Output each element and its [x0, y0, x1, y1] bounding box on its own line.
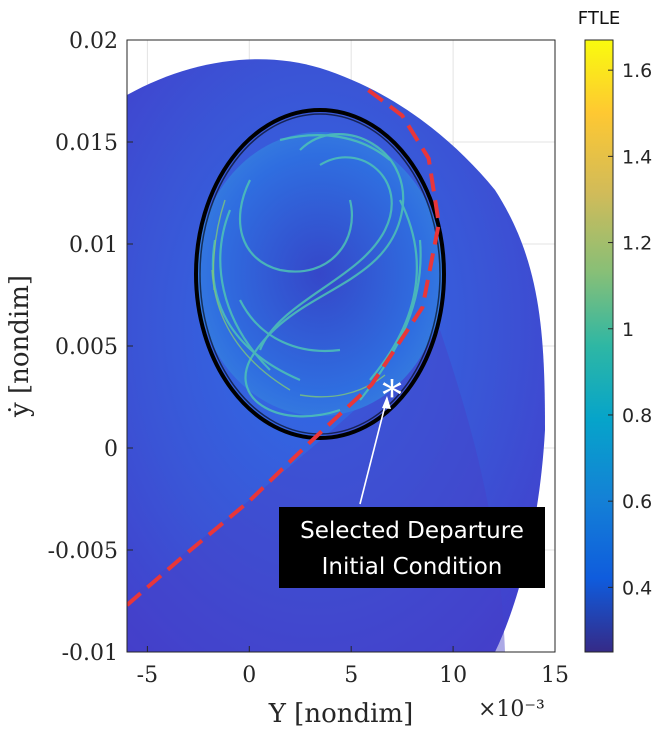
y-tick-label-6: -0.01 [62, 641, 118, 666]
colorbar-ticks: 0.4 0.6 0.8 1 1.2 1.4 1.6 [608, 60, 652, 599]
red-dashed-curve [127, 83, 441, 607]
colorbar-title: FTLE [578, 8, 620, 29]
y-axis-label: ẏ [nondim] [5, 275, 35, 418]
cb-tick-label-1: 0.6 [622, 491, 652, 513]
y-tick-label-4: 0 [104, 437, 118, 462]
ftle-swirl-filaments-bright [211, 199, 386, 398]
ellipse-boundary [194, 108, 446, 440]
cb-tick-label-4: 1.2 [622, 233, 652, 255]
cb-tick-label-0: 0.4 [622, 577, 652, 599]
y-tick-label-0: 0.02 [69, 29, 118, 54]
x-axis-multiplier: ×10⁻³ [478, 697, 545, 722]
x-tick-label-1: 0 [242, 663, 256, 688]
annotation-line1: Selected Departure [300, 518, 524, 544]
colorbar [584, 39, 614, 653]
cb-tick-label-6: 1.6 [622, 60, 652, 82]
y-tick-label-1: 0.015 [55, 131, 118, 156]
x-tick-label-2: 5 [344, 663, 358, 688]
y-tick-label-3: 0.005 [55, 335, 118, 360]
annotation-arrowhead [382, 396, 391, 409]
ftle-island-interior [196, 132, 444, 416]
y-axis-ticks: 0.02 0.015 0.01 0.005 0 -0.005 -0.01 [48, 29, 133, 666]
x-tick-label-4: 15 [541, 663, 569, 688]
selected-point-marker: * [382, 373, 402, 419]
cb-tick-label-5: 1.4 [622, 146, 652, 168]
x-axis-label: Y [nondim] [268, 699, 413, 729]
x-tick-label-0: -5 [137, 663, 158, 688]
cb-tick-label-2: 0.8 [622, 405, 652, 427]
annotation-box [279, 507, 545, 588]
annotation-arrow [359, 397, 388, 505]
x-tick-label-3: 10 [439, 663, 467, 688]
y-tick-label-5: -0.005 [48, 539, 118, 564]
x-axis-ticks: -5 0 5 10 15 [137, 646, 569, 688]
cb-tick-label-3: 1 [622, 319, 634, 341]
annotation-line2: Initial Condition [322, 554, 503, 580]
y-tick-label-2: 0.01 [69, 233, 118, 258]
